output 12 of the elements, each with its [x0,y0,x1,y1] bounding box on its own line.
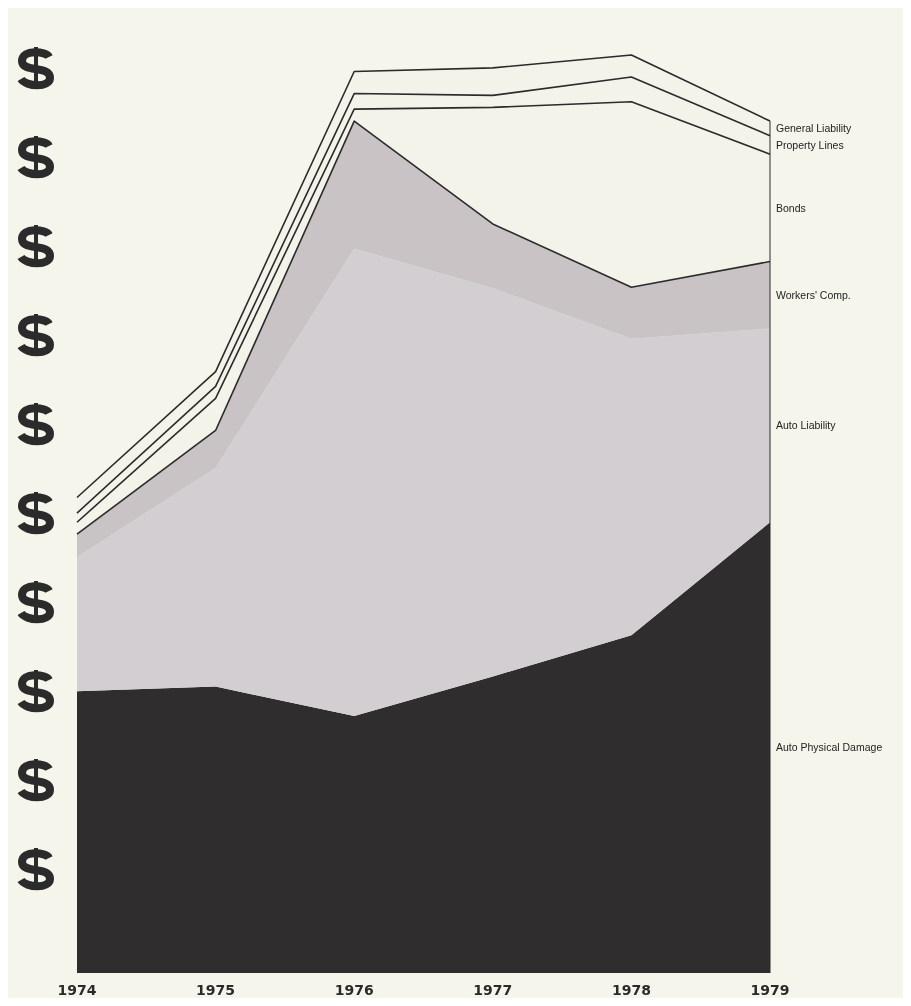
x-tick-label: 1979 [750,982,790,998]
x-tick-label: 1974 [57,982,97,998]
x-tick-label: 1976 [334,982,374,998]
series-label: Auto Liability [776,419,837,432]
series-label: General Liability [776,122,853,135]
x-tick-label: 1977 [473,982,513,998]
x-tick-label: 1975 [196,982,236,998]
series-label: Bonds [776,201,806,214]
series-label: Property Lines [776,138,844,151]
x-tick-label: 1978 [611,982,651,998]
series-label: Auto Physical Damage [776,741,883,754]
series-label: Workers' Comp. [776,288,851,301]
